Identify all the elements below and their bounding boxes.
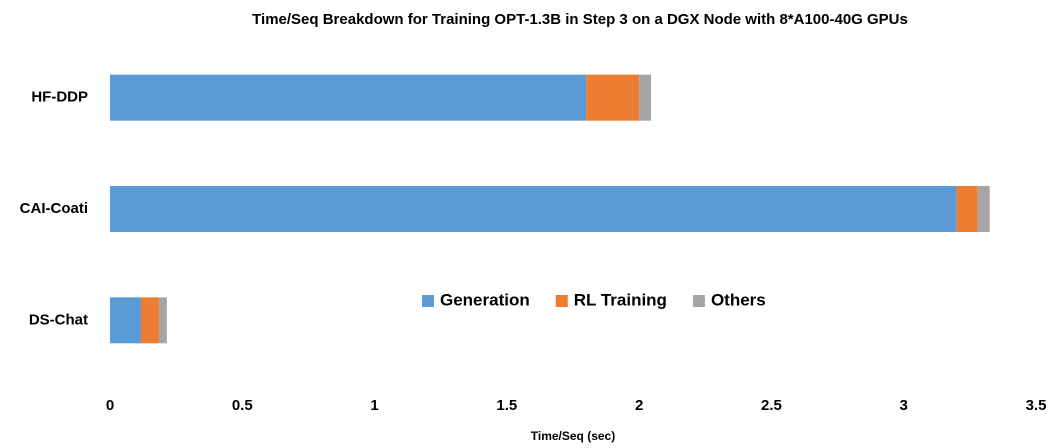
bar-segment [110, 297, 141, 344]
bar-segment [639, 74, 652, 121]
legend-swatch [422, 295, 434, 307]
x-tick-label: 2 [635, 397, 643, 414]
bar-segment [110, 186, 957, 232]
bar-segment [956, 186, 978, 232]
legend-label: RL Training [574, 290, 667, 309]
x-tick-label: 3.5 [1026, 397, 1047, 414]
legend-swatch [555, 295, 568, 307]
legend-label: Others [711, 290, 766, 309]
bar-segment [140, 297, 159, 344]
y-tick-label: DS-Chat [29, 311, 88, 328]
chart-title: Time/Seq Breakdown for Training OPT-1.3B… [252, 11, 908, 28]
x-tick-label: 1 [370, 397, 378, 414]
y-tick-label: HF-DDP [31, 89, 88, 106]
bar-segment [977, 186, 990, 232]
legend-swatch [692, 295, 705, 307]
x-tick-label: 3 [900, 397, 908, 414]
x-tick-label: 0 [106, 397, 114, 414]
bar-segment [586, 74, 640, 121]
x-tick-label: 2.5 [761, 397, 782, 414]
y-tick-label: CAI-Coati [20, 200, 88, 217]
x-tick-label: 0.5 [232, 397, 253, 414]
x-tick-label: 1.5 [496, 397, 517, 414]
bar-segment [158, 297, 167, 344]
legend-label: Generation [440, 290, 530, 309]
x-axis-label: Time/Seq (sec) [531, 429, 615, 443]
bar-segment [110, 74, 587, 121]
